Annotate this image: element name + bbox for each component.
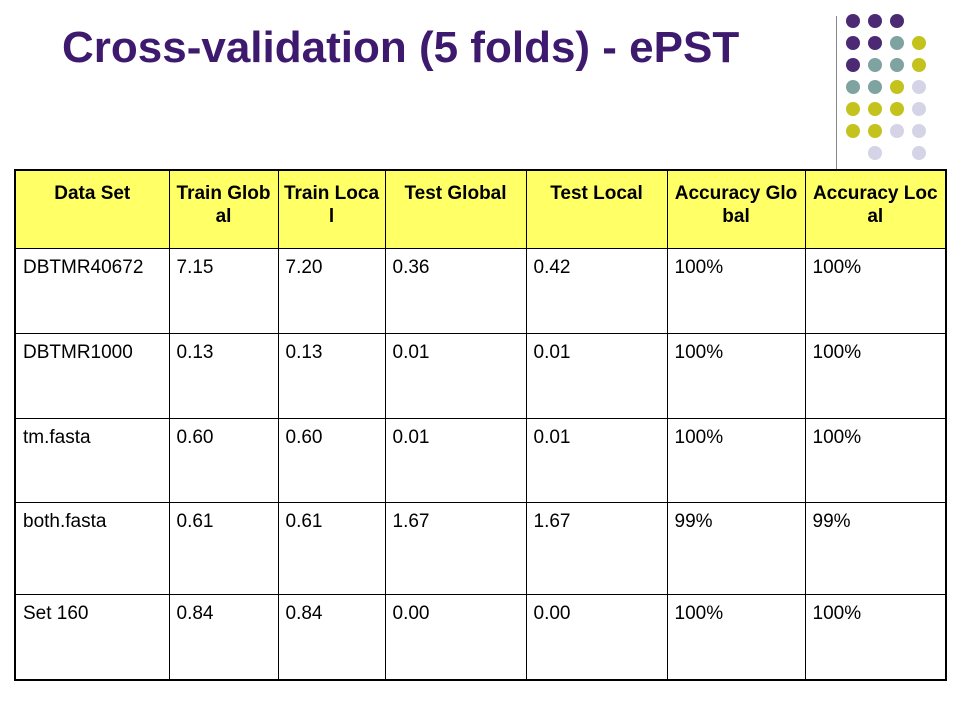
table-row: DBTMR40672 7.15 7.20 0.36 0.42 100% 100% (14, 247, 947, 334)
lavender-dot (912, 146, 926, 160)
cell-train-local: 0.13 (277, 332, 386, 419)
yellow-dot (890, 102, 904, 116)
purple-dot (846, 58, 860, 72)
header-data-set: Data Set (14, 169, 170, 249)
yellow-dot (846, 124, 860, 138)
table-row: tm.fasta 0.60 0.60 0.01 0.01 100% 100% (14, 417, 947, 503)
cell-accuracy-local: 100% (804, 417, 947, 503)
cell-data-set: DBTMR1000 (14, 332, 170, 419)
table-header-row: Data Set Train Global Train Local Test G… (14, 169, 947, 249)
yellow-dot (912, 58, 926, 72)
lavender-dot (868, 146, 882, 160)
purple-dot (846, 14, 860, 28)
purple-dot (868, 14, 882, 28)
cell-train-global: 7.15 (168, 247, 279, 334)
cell-test-local: 0.00 (525, 593, 668, 681)
cell-test-global: 0.01 (384, 332, 527, 419)
cell-accuracy-global: 100% (666, 247, 806, 334)
cell-test-local: 0.42 (525, 247, 668, 334)
cell-accuracy-local: 100% (804, 593, 947, 681)
cell-test-global: 0.00 (384, 593, 527, 681)
cell-accuracy-global: 99% (666, 501, 806, 595)
teal-dot (846, 80, 860, 94)
cell-train-local: 0.84 (277, 593, 386, 681)
yellow-dot (890, 80, 904, 94)
yellow-dot (868, 102, 882, 116)
cell-test-local: 0.01 (525, 417, 668, 503)
cell-data-set: Set 160 (14, 593, 170, 681)
cell-test-global: 1.67 (384, 501, 527, 595)
header-accuracy-local: Accuracy Local (804, 169, 947, 249)
yellow-dot (868, 124, 882, 138)
header-accuracy-global: Accuracy Global (666, 169, 806, 249)
yellow-dot (846, 102, 860, 116)
cell-train-global: 0.13 (168, 332, 279, 419)
cell-accuracy-local: 100% (804, 247, 947, 334)
cell-data-set: both.fasta (14, 501, 170, 595)
lavender-dot (912, 124, 926, 138)
yellow-dot (912, 36, 926, 50)
cell-test-global: 0.36 (384, 247, 527, 334)
lavender-dot (912, 102, 926, 116)
cell-train-local: 0.60 (277, 417, 386, 503)
header-test-local: Test Local (525, 169, 668, 249)
cell-train-local: 0.61 (277, 501, 386, 595)
table-row: both.fasta 0.61 0.61 1.67 1.67 99% 99% (14, 501, 947, 595)
decorative-dot-grid (846, 14, 952, 160)
cell-train-local: 7.20 (277, 247, 386, 334)
header-train-local: Train Local (277, 169, 386, 249)
cell-test-local: 0.01 (525, 332, 668, 419)
table-row: Set 160 0.84 0.84 0.00 0.00 100% 100% (14, 593, 947, 681)
cell-accuracy-local: 100% (804, 332, 947, 419)
teal-dot (868, 80, 882, 94)
title-divider-line (836, 16, 837, 174)
teal-dot (890, 36, 904, 50)
header-train-global: Train Global (168, 169, 279, 249)
cell-accuracy-global: 100% (666, 332, 806, 419)
slide-title: Cross-validation (5 folds) - ePST (62, 23, 740, 72)
purple-dot (890, 14, 904, 28)
cell-test-global: 0.01 (384, 417, 527, 503)
lavender-dot (890, 124, 904, 138)
teal-dot (890, 58, 904, 72)
table-row: DBTMR1000 0.13 0.13 0.01 0.01 100% 100% (14, 332, 947, 419)
purple-dot (868, 36, 882, 50)
lavender-dot (912, 80, 926, 94)
cell-accuracy-local: 99% (804, 501, 947, 595)
cell-train-global: 0.61 (168, 501, 279, 595)
cell-train-global: 0.60 (168, 417, 279, 503)
cell-test-local: 1.67 (525, 501, 668, 595)
cell-data-set: DBTMR40672 (14, 247, 170, 334)
teal-dot (868, 58, 882, 72)
cell-accuracy-global: 100% (666, 417, 806, 503)
results-table: Data Set Train Global Train Local Test G… (14, 169, 947, 681)
cell-accuracy-global: 100% (666, 593, 806, 681)
cell-train-global: 0.84 (168, 593, 279, 681)
cell-data-set: tm.fasta (14, 417, 170, 503)
purple-dot (846, 36, 860, 50)
header-test-global: Test Global (384, 169, 527, 249)
